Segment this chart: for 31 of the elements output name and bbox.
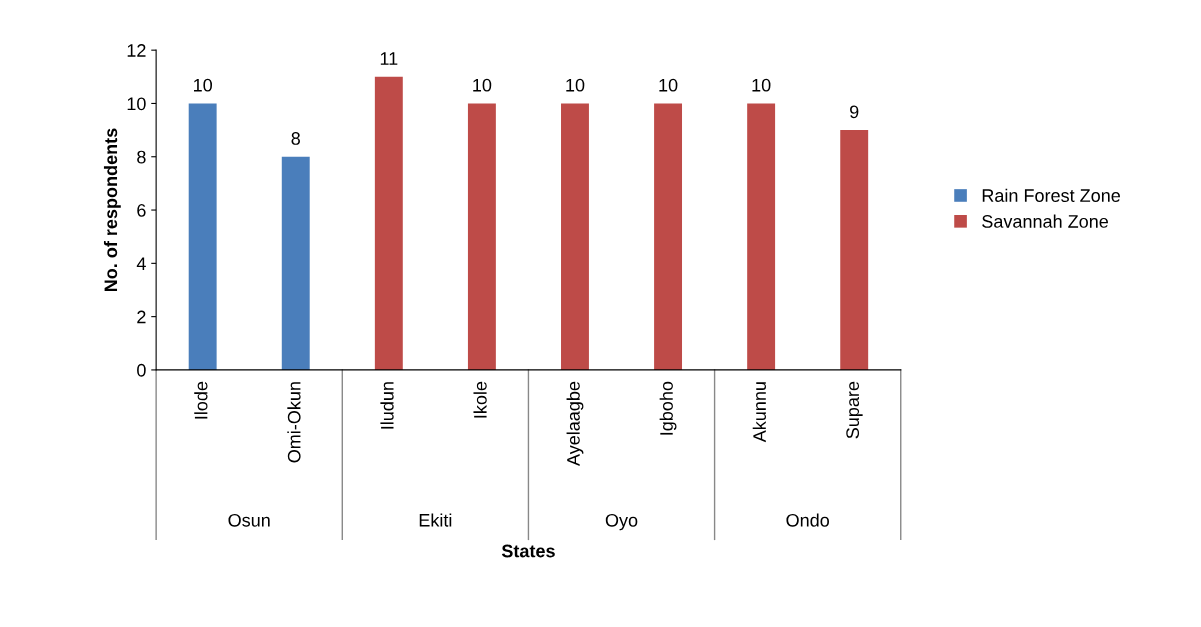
- y-tick-label: 4: [136, 257, 146, 270]
- x-tick-label: Ikole: [473, 381, 487, 418]
- x-tick-label: Igboho: [659, 381, 677, 435]
- data-label: 10: [752, 78, 771, 92]
- y-axis-title: No. of respondents: [103, 128, 121, 292]
- data-label: 8: [291, 132, 300, 145]
- data-label: 10: [566, 78, 585, 92]
- x-tick-label: Supare: [846, 381, 863, 439]
- y-tick-label: 6: [137, 203, 146, 217]
- y-tick-label: 0: [137, 363, 146, 377]
- x-tick-label: Omi-Okun: [287, 382, 301, 463]
- data-label: 10: [473, 78, 492, 92]
- text: Ondo: [786, 513, 829, 527]
- legend-label: Savannah Zone: [982, 214, 1108, 228]
- data-label: 10: [659, 78, 678, 92]
- text: Ekiti: [419, 513, 452, 527]
- data-label: 10: [194, 78, 213, 92]
- x-tick-label: Akunnu: [752, 382, 766, 443]
- y-tick-label: 10: [127, 97, 146, 111]
- text: Oyo: [605, 513, 638, 531]
- data-label: 9: [850, 105, 859, 119]
- text: Osun: [228, 513, 270, 527]
- y-tick-label: 12: [127, 44, 146, 57]
- x-axis-title: States: [501, 544, 555, 558]
- y-tick-label: 8: [137, 150, 146, 164]
- data-label: 11: [380, 52, 398, 65]
- x-tick-label: Ayelaagbe: [566, 381, 584, 467]
- x-tick-label: Iludun: [380, 382, 394, 429]
- legend-label: Rain Forest Zone: [982, 188, 1120, 202]
- x-tick-label: Ilode: [194, 381, 208, 419]
- y-tick-label: 2: [137, 310, 146, 324]
